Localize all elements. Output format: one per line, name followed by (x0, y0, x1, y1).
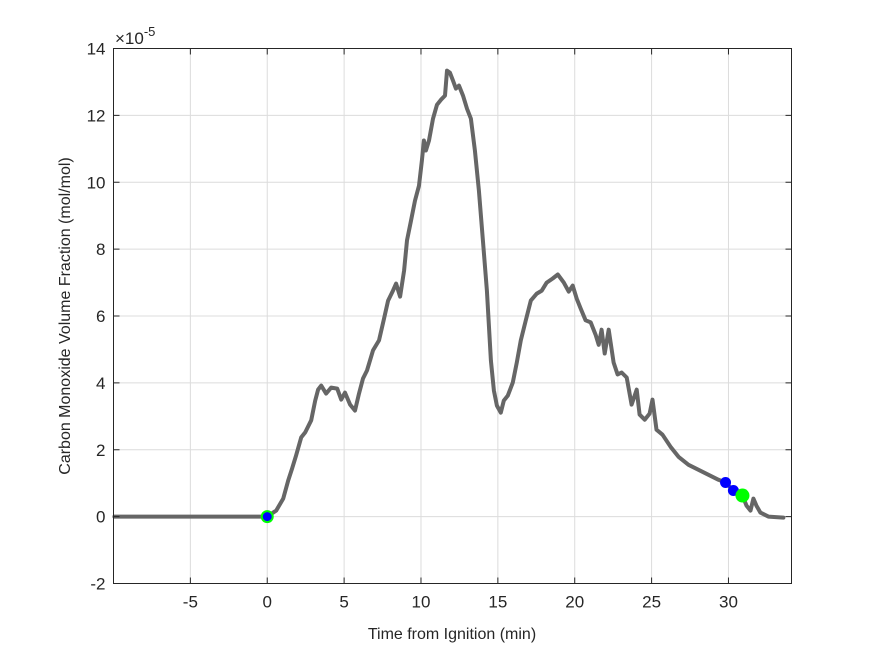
green-marker (735, 488, 750, 503)
y-tick-label: 12 (87, 106, 106, 125)
x-tick-label: 25 (642, 593, 661, 612)
y-tick-label: 2 (96, 441, 105, 460)
y-tick-label: 4 (96, 374, 105, 393)
y-tick-label: -2 (90, 575, 105, 594)
x-tick-label: 30 (719, 593, 738, 612)
x-tick-label: 10 (412, 593, 431, 612)
blue-marker-1 (720, 477, 732, 489)
axis-ticks (113, 48, 792, 584)
x-tick-label: -5 (183, 593, 198, 612)
y-tick-label: 8 (96, 240, 105, 259)
x-tick-label: 0 (263, 593, 272, 612)
plot-area (112, 68, 786, 524)
y-tick-label: 0 (96, 508, 105, 527)
y-tick-label: 6 (96, 307, 105, 326)
ignition-marker (260, 510, 274, 524)
y-axis-label: Carbon Monoxide Volume Fraction (mol/mol… (57, 157, 74, 474)
y-tick-label: 10 (87, 173, 106, 192)
y-tick-labels: -2 0 2 4 6 8 10 12 14 (87, 40, 106, 594)
x-tick-labels: -5 0 5 10 15 20 25 30 (183, 593, 738, 612)
x-axis-label: Time from Ignition (min) (368, 626, 536, 643)
y-exponent-label: ×10-5 (115, 24, 155, 48)
y-tick-label: 14 (87, 40, 106, 59)
x-tick-label: 5 (339, 593, 348, 612)
x-tick-label: 15 (488, 593, 507, 612)
co-data-line (112, 68, 786, 520)
x-tick-label: 20 (565, 593, 584, 612)
